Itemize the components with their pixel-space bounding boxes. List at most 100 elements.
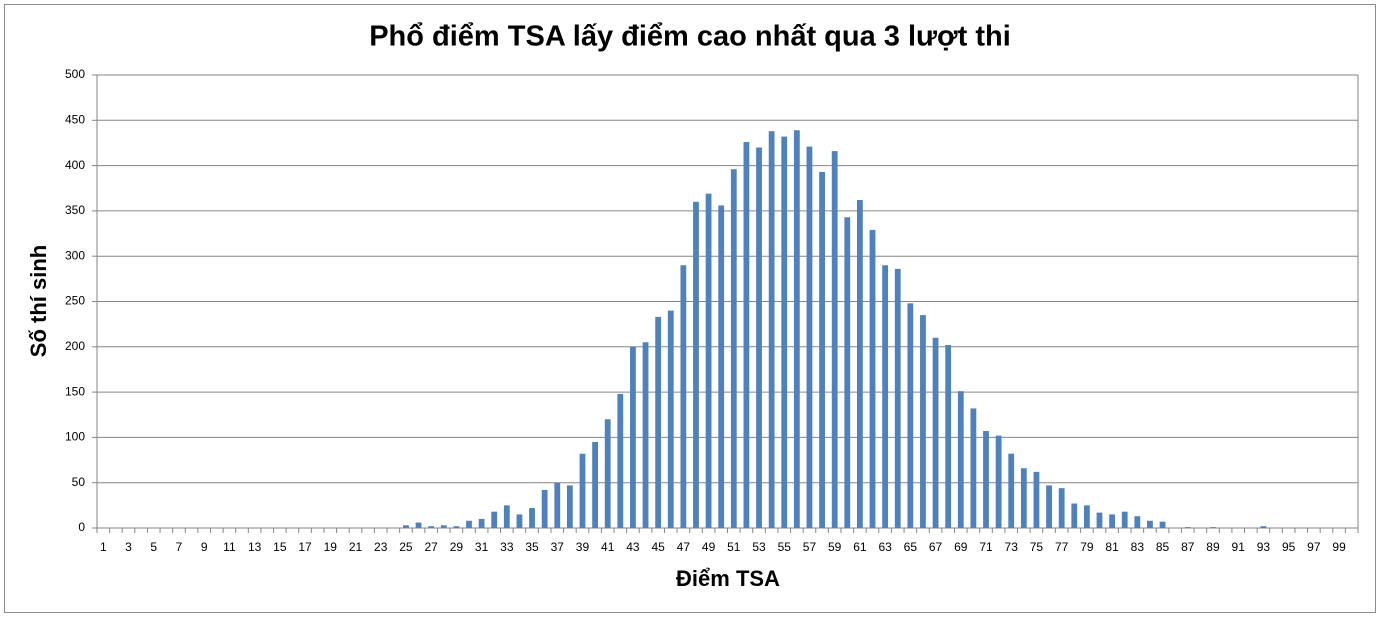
y-tick-label: 450 [65, 112, 85, 126]
bar [995, 435, 1002, 528]
bar [831, 151, 838, 528]
x-tick-label: 55 [778, 540, 792, 554]
bar [1260, 526, 1267, 528]
bar [705, 193, 712, 528]
bar [806, 146, 813, 528]
bar [1121, 511, 1128, 528]
x-tick-label: 33 [500, 540, 514, 554]
x-tick-label: 27 [424, 540, 438, 554]
x-tick-label: 3 [125, 540, 132, 554]
bar [844, 217, 851, 528]
bar [1147, 520, 1153, 528]
y-tick-label: 100 [65, 430, 85, 444]
x-tick-label: 35 [525, 540, 539, 554]
bar [516, 514, 523, 528]
x-tick-label: 25 [399, 540, 413, 554]
x-tick-label: 77 [1055, 540, 1069, 554]
bar [768, 131, 775, 528]
bar [1033, 471, 1040, 528]
x-tick-label: 57 [803, 540, 817, 554]
bar [1184, 527, 1191, 528]
bar [983, 431, 989, 528]
x-tick-label: 93 [1257, 540, 1271, 554]
bar [1046, 485, 1052, 528]
bar [1109, 514, 1116, 528]
x-tick-label: 85 [1156, 540, 1170, 554]
x-tick-label: 83 [1131, 540, 1145, 554]
x-tick-label: 87 [1181, 540, 1195, 554]
x-tick-label: 15 [273, 540, 287, 554]
x-tick-label: 37 [551, 540, 565, 554]
x-tick-label: 29 [450, 540, 464, 554]
bar [566, 485, 573, 528]
x-tick-label: 69 [954, 540, 968, 554]
bar [793, 130, 800, 529]
bar [579, 453, 586, 528]
bar [1020, 468, 1027, 528]
x-tick-label: 81 [1105, 540, 1119, 554]
bar [730, 169, 737, 528]
bar [920, 315, 926, 528]
x-tick-label: 7 [176, 540, 183, 554]
bar [857, 200, 863, 528]
bar [869, 229, 876, 528]
x-tick-label: 67 [929, 540, 943, 554]
bar [1159, 521, 1166, 528]
y-tick-label: 350 [65, 203, 85, 217]
bar [1134, 516, 1141, 528]
x-tick-label: 21 [349, 540, 363, 554]
bar [894, 268, 901, 528]
bar [819, 171, 825, 528]
x-tick-label: 75 [1030, 540, 1044, 554]
bar [1008, 453, 1015, 528]
bar [529, 508, 535, 528]
bar [466, 520, 472, 528]
bar [1096, 512, 1103, 528]
bar [718, 205, 725, 529]
x-tick-label: 97 [1307, 540, 1321, 554]
bar [957, 391, 964, 528]
bar [642, 342, 649, 528]
y-tick-label: 300 [65, 248, 85, 262]
x-axis-title: Điểm TSA [676, 566, 780, 591]
x-tick-label: 49 [702, 540, 716, 554]
x-tick-label: 43 [626, 540, 640, 554]
x-tick-label: 39 [576, 540, 590, 554]
x-tick-label: 5 [150, 540, 157, 554]
x-tick-label: 71 [979, 540, 993, 554]
bar [743, 142, 750, 528]
x-tick-label: 53 [752, 540, 766, 554]
x-tick-label: 79 [1080, 540, 1094, 554]
x-tick-label: 19 [324, 540, 338, 554]
y-tick-label: 150 [65, 384, 85, 398]
y-axis-title: Số thí sinh [26, 245, 51, 357]
y-tick-label: 200 [65, 339, 85, 353]
bar [932, 337, 939, 528]
y-tick-label: 0 [78, 520, 85, 534]
x-tick-label: 47 [677, 540, 691, 554]
x-tick-label: 51 [727, 540, 741, 554]
x-tick-label: 59 [828, 540, 842, 554]
bar [756, 147, 762, 529]
x-tick-label: 23 [374, 540, 388, 554]
bar [781, 136, 788, 528]
x-tick-label: 89 [1206, 540, 1220, 554]
x-tick-label: 95 [1282, 540, 1296, 554]
y-tick-label: 50 [72, 475, 86, 489]
x-tick-label: 11 [223, 540, 236, 554]
bar [604, 419, 611, 528]
x-tick-label: 73 [1005, 540, 1019, 554]
bar [945, 344, 952, 528]
chart-title: Phổ điểm TSA lấy điểm cao nhất qua 3 lượ… [369, 21, 1011, 53]
bar [428, 526, 435, 528]
bar [503, 505, 510, 528]
bar [415, 522, 422, 528]
bar [592, 441, 598, 528]
bar [1058, 488, 1065, 528]
x-tick-label: 99 [1332, 540, 1346, 554]
x-tick-label: 13 [248, 540, 262, 554]
x-tick-label: 9 [201, 540, 208, 554]
x-tick-label: 1 [100, 540, 107, 554]
bar [655, 316, 662, 528]
